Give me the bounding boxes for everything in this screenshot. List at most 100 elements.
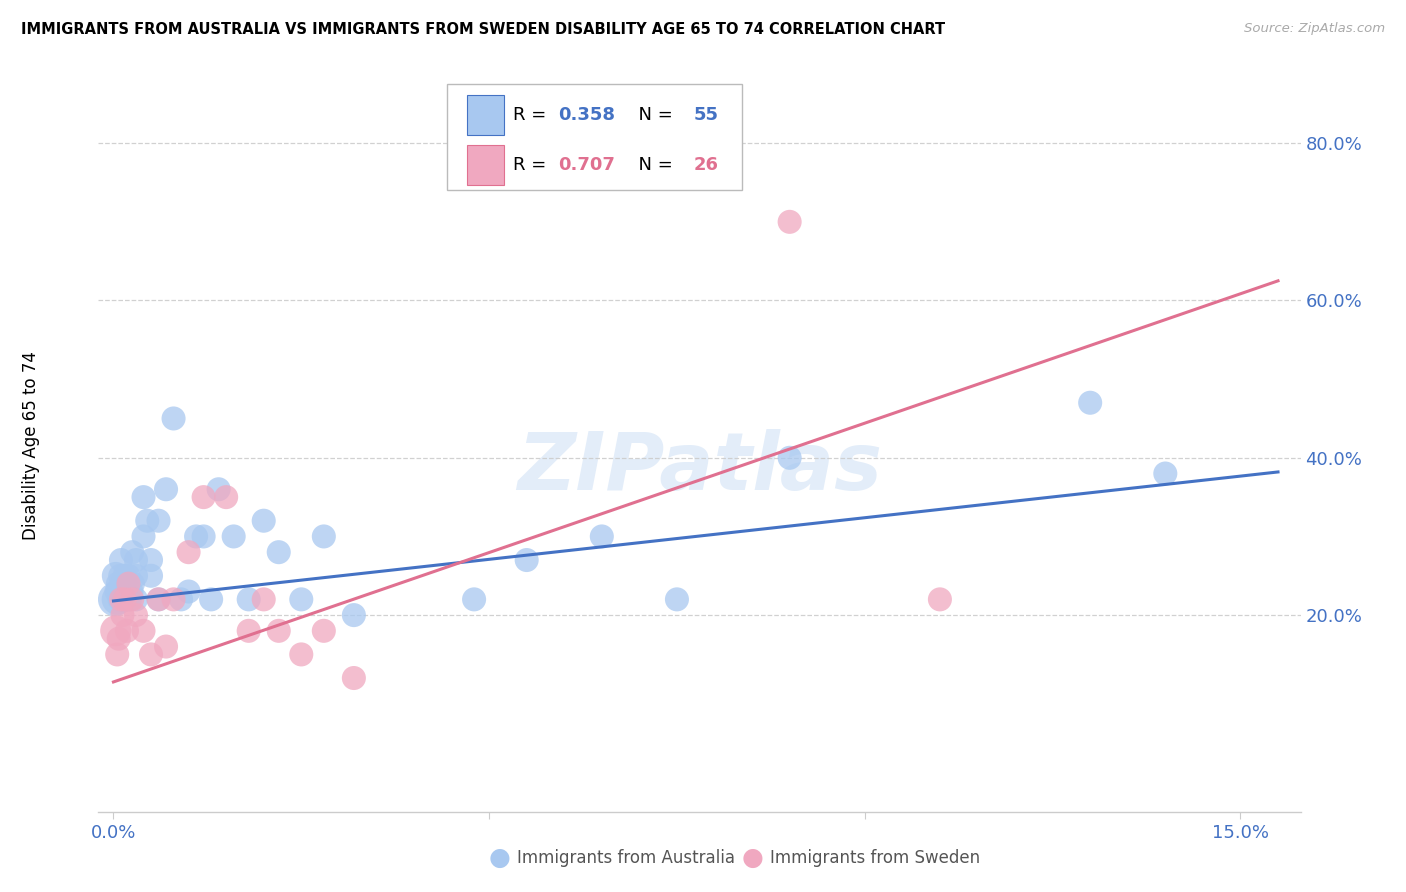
- Text: ●: ●: [488, 847, 510, 870]
- Point: [215, 490, 238, 504]
- Point: [148, 592, 170, 607]
- Point: [104, 568, 127, 582]
- Point: [267, 545, 290, 559]
- Point: [117, 568, 139, 582]
- Text: 26: 26: [693, 155, 718, 174]
- Point: [591, 529, 613, 543]
- Point: [121, 545, 143, 559]
- Point: [125, 608, 148, 623]
- Point: [238, 624, 260, 638]
- Text: Immigrants from Australia: Immigrants from Australia: [517, 849, 735, 867]
- Point: [312, 529, 335, 543]
- Point: [779, 215, 801, 229]
- Point: [1078, 396, 1101, 410]
- Point: [177, 584, 200, 599]
- Point: [121, 592, 143, 607]
- Text: 55: 55: [693, 106, 718, 124]
- Point: [122, 576, 145, 591]
- Text: N =: N =: [627, 155, 679, 174]
- Text: ●: ●: [741, 847, 763, 870]
- Text: Source: ZipAtlas.com: Source: ZipAtlas.com: [1244, 22, 1385, 36]
- Bar: [467, 145, 503, 185]
- Point: [112, 584, 135, 599]
- Point: [312, 624, 335, 638]
- Point: [162, 411, 184, 425]
- Point: [114, 584, 136, 599]
- Point: [105, 584, 128, 599]
- Point: [148, 592, 170, 607]
- Point: [105, 592, 128, 607]
- Point: [136, 514, 159, 528]
- Point: [108, 568, 131, 582]
- Point: [104, 592, 127, 607]
- Text: ZIPatlas: ZIPatlas: [517, 429, 882, 507]
- Point: [193, 529, 215, 543]
- Point: [148, 514, 170, 528]
- Text: R =: R =: [513, 106, 553, 124]
- Point: [114, 592, 136, 607]
- Point: [139, 568, 162, 582]
- Point: [200, 592, 222, 607]
- Point: [162, 592, 184, 607]
- Point: [108, 592, 131, 607]
- Point: [928, 592, 950, 607]
- Bar: [467, 95, 503, 136]
- Point: [115, 592, 138, 607]
- FancyBboxPatch shape: [447, 84, 741, 190]
- Point: [1154, 467, 1177, 481]
- Text: N =: N =: [627, 106, 679, 124]
- Point: [121, 584, 143, 599]
- Point: [111, 608, 134, 623]
- Point: [139, 553, 162, 567]
- Point: [184, 529, 207, 543]
- Point: [139, 648, 162, 662]
- Point: [107, 632, 129, 646]
- Point: [238, 592, 260, 607]
- Point: [110, 592, 132, 607]
- Point: [155, 640, 177, 654]
- Point: [290, 648, 312, 662]
- Text: 0.707: 0.707: [558, 155, 614, 174]
- Point: [125, 553, 148, 567]
- Point: [253, 514, 276, 528]
- Point: [114, 568, 136, 582]
- Point: [253, 592, 276, 607]
- Point: [170, 592, 193, 607]
- Point: [516, 553, 538, 567]
- Point: [132, 624, 155, 638]
- Point: [779, 450, 801, 465]
- Point: [222, 529, 245, 543]
- Point: [125, 592, 148, 607]
- Point: [117, 592, 139, 607]
- Point: [110, 592, 132, 607]
- Point: [290, 592, 312, 607]
- Text: Disability Age 65 to 74: Disability Age 65 to 74: [22, 351, 39, 541]
- Point: [193, 490, 215, 504]
- Point: [110, 553, 132, 567]
- Point: [177, 545, 200, 559]
- Point: [112, 592, 135, 607]
- Point: [267, 624, 290, 638]
- Point: [132, 529, 155, 543]
- Text: R =: R =: [513, 155, 553, 174]
- Point: [111, 576, 134, 591]
- Point: [117, 576, 139, 591]
- Text: Immigrants from Sweden: Immigrants from Sweden: [770, 849, 980, 867]
- Point: [105, 648, 128, 662]
- Point: [463, 592, 485, 607]
- Point: [132, 490, 155, 504]
- Point: [343, 608, 366, 623]
- Point: [343, 671, 366, 685]
- Text: IMMIGRANTS FROM AUSTRALIA VS IMMIGRANTS FROM SWEDEN DISABILITY AGE 65 TO 74 CORR: IMMIGRANTS FROM AUSTRALIA VS IMMIGRANTS …: [21, 22, 945, 37]
- Point: [115, 592, 138, 607]
- Point: [208, 482, 231, 496]
- Point: [125, 568, 148, 582]
- Text: 0.358: 0.358: [558, 106, 614, 124]
- Point: [665, 592, 688, 607]
- Point: [115, 624, 138, 638]
- Point: [107, 576, 129, 591]
- Point: [107, 584, 129, 599]
- Point: [104, 624, 127, 638]
- Point: [118, 592, 141, 607]
- Point: [155, 482, 177, 496]
